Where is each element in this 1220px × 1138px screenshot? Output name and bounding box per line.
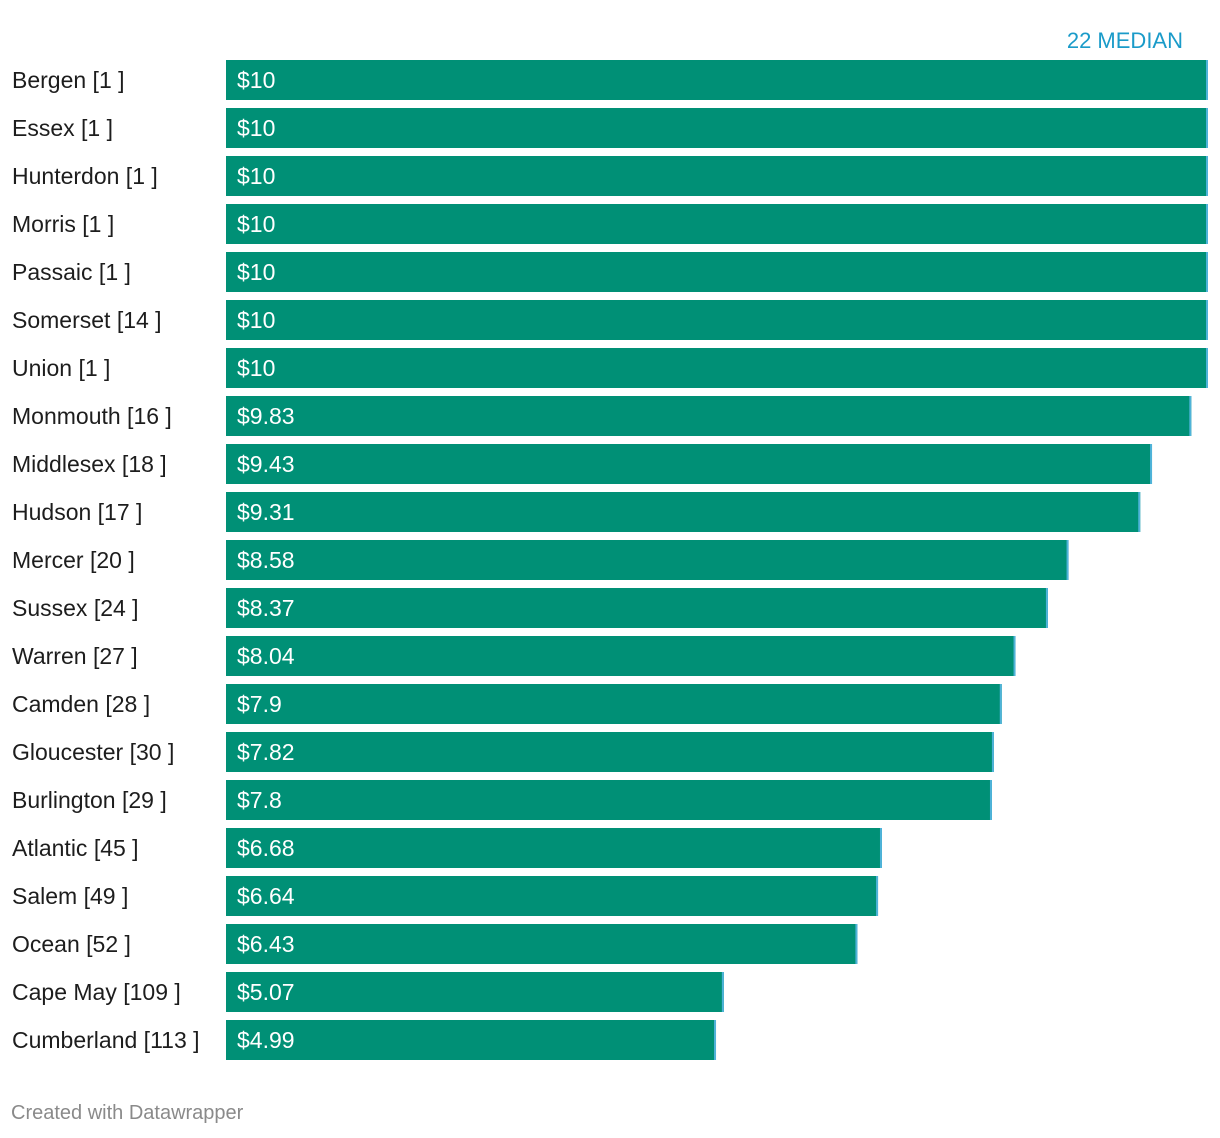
bar <box>226 204 1208 244</box>
value-label: $10 <box>237 307 275 333</box>
bar-end-marker <box>1206 252 1208 292</box>
bar-end-marker <box>1206 300 1208 340</box>
category-label: Ocean [52 ] <box>12 931 131 957</box>
value-label: $8.37 <box>237 595 295 621</box>
bar <box>226 732 994 772</box>
value-label: $6.43 <box>237 931 295 957</box>
value-label: $4.99 <box>237 1027 295 1053</box>
category-label: Bergen [1 ] <box>12 67 125 93</box>
value-label: $10 <box>237 355 275 381</box>
bar <box>226 828 882 868</box>
bar-end-marker <box>1013 636 1016 676</box>
category-label: Passaic [1 ] <box>12 259 131 285</box>
bar <box>226 108 1208 148</box>
bar <box>226 60 1208 100</box>
category-label: Morris [1 ] <box>12 211 114 237</box>
value-label: $7.9 <box>237 691 282 717</box>
bar-end-marker <box>1066 540 1069 580</box>
category-label: Sussex [24 ] <box>12 595 139 621</box>
median-annotation: 22 MEDIAN <box>1067 28 1183 53</box>
value-label: $6.64 <box>237 883 295 909</box>
category-label: Essex [1 ] <box>12 115 113 141</box>
bar <box>226 924 858 964</box>
category-label: Cumberland [113 ] <box>12 1027 200 1053</box>
value-label: $9.83 <box>237 403 295 429</box>
bar-end-marker <box>1206 204 1208 244</box>
bar-end-marker <box>1206 156 1208 196</box>
bar <box>226 348 1208 388</box>
value-label: $10 <box>237 259 275 285</box>
bar-end-marker <box>1150 444 1153 484</box>
bar <box>226 492 1141 532</box>
bar-end-marker <box>999 684 1002 724</box>
value-label: $6.68 <box>237 835 295 861</box>
category-label: Burlington [29 ] <box>12 787 167 813</box>
value-label: $9.43 <box>237 451 295 477</box>
value-label: $10 <box>237 163 275 189</box>
bar-end-marker <box>855 924 858 964</box>
value-label: $9.31 <box>237 499 295 525</box>
bar <box>226 1020 717 1060</box>
category-label: Gloucester [30 ] <box>12 739 174 765</box>
bar <box>226 588 1048 628</box>
bar-end-marker <box>1138 492 1141 532</box>
bar-end-marker <box>714 1020 717 1060</box>
category-label: Monmouth [16 ] <box>12 403 172 429</box>
bar-end-marker <box>879 828 882 868</box>
bar-end-marker <box>1045 588 1048 628</box>
category-label: Somerset [14 ] <box>12 307 162 333</box>
value-label: $5.07 <box>237 979 295 1005</box>
bar <box>226 876 879 916</box>
bar <box>226 540 1069 580</box>
bar-end-marker <box>721 972 724 1012</box>
category-label: Union [1 ] <box>12 355 110 381</box>
bar <box>226 396 1192 436</box>
category-label: Middlesex [18 ] <box>12 451 167 477</box>
category-label: Hunterdon [1 ] <box>12 163 158 189</box>
category-label: Atlantic [45 ] <box>12 835 139 861</box>
bar <box>226 156 1208 196</box>
bar-chart: Bergen [1 ] $10 Essex [1 ] $10 Hunterdon [1 … <box>12 28 1208 1060</box>
value-label: $8.04 <box>237 643 295 669</box>
bar-end-marker <box>1206 60 1208 100</box>
category-label: Mercer [20 ] <box>12 547 135 573</box>
bar <box>226 684 1002 724</box>
category-label: Warren [27 ] <box>12 643 138 669</box>
bar <box>226 252 1208 292</box>
bar <box>226 444 1153 484</box>
value-label: $8.58 <box>237 547 295 573</box>
value-label: $10 <box>237 115 275 141</box>
value-label: $10 <box>237 211 275 237</box>
value-label: $7.82 <box>237 739 295 765</box>
credit-text: Created with Datawrapper <box>11 1102 244 1124</box>
bar <box>226 300 1208 340</box>
bar <box>226 636 1016 676</box>
category-label: Salem [49 ] <box>12 883 128 909</box>
bar-end-marker <box>876 876 879 916</box>
bar-end-marker <box>989 780 992 820</box>
bar-end-marker <box>1206 108 1208 148</box>
bar-end-marker <box>991 732 994 772</box>
bar-end-marker <box>1206 348 1208 388</box>
value-label: $10 <box>237 67 275 93</box>
bar <box>226 780 992 820</box>
category-label: Camden [28 ] <box>12 691 150 717</box>
bar-end-marker <box>1189 396 1192 436</box>
bar <box>226 972 724 1012</box>
value-label: $7.8 <box>237 787 282 813</box>
category-label: Hudson [17 ] <box>12 499 142 525</box>
category-label: Cape May [109 ] <box>12 979 181 1005</box>
